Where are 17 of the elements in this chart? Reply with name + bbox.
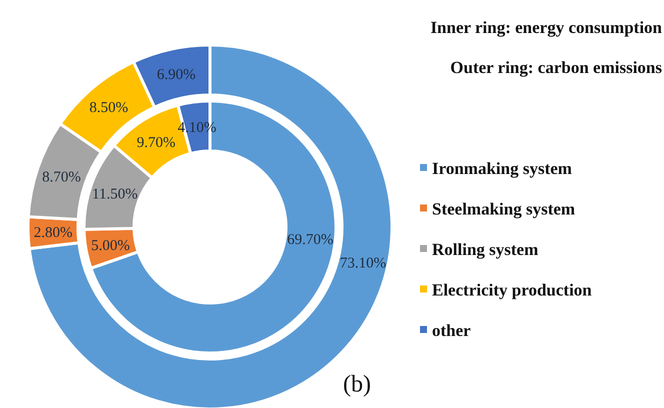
- legend-label: Rolling system: [432, 240, 538, 259]
- data-label: 2.80%: [34, 225, 72, 242]
- data-label: 11.50%: [92, 186, 138, 202]
- data-label: 69.70%: [287, 232, 334, 248]
- data-label: 5.00%: [91, 238, 130, 254]
- legend-label: other: [432, 320, 472, 340]
- legend-label: Ironmaking system: [432, 158, 572, 178]
- data-label: 73.10%: [340, 255, 386, 272]
- data-label: 6.90%: [156, 66, 196, 83]
- data-label: 8.50%: [89, 100, 128, 116]
- legend-label: Steelmaking system: [432, 199, 576, 218]
- legend-label: Electricity production: [432, 280, 592, 300]
- text: Inner ring: energy consumption: [430, 18, 663, 37]
- text: (b): [343, 371, 371, 398]
- data-label: 8.70%: [42, 169, 81, 186]
- data-label: 9.70%: [136, 134, 176, 151]
- text: Outer ring: carbon emissions: [450, 58, 662, 77]
